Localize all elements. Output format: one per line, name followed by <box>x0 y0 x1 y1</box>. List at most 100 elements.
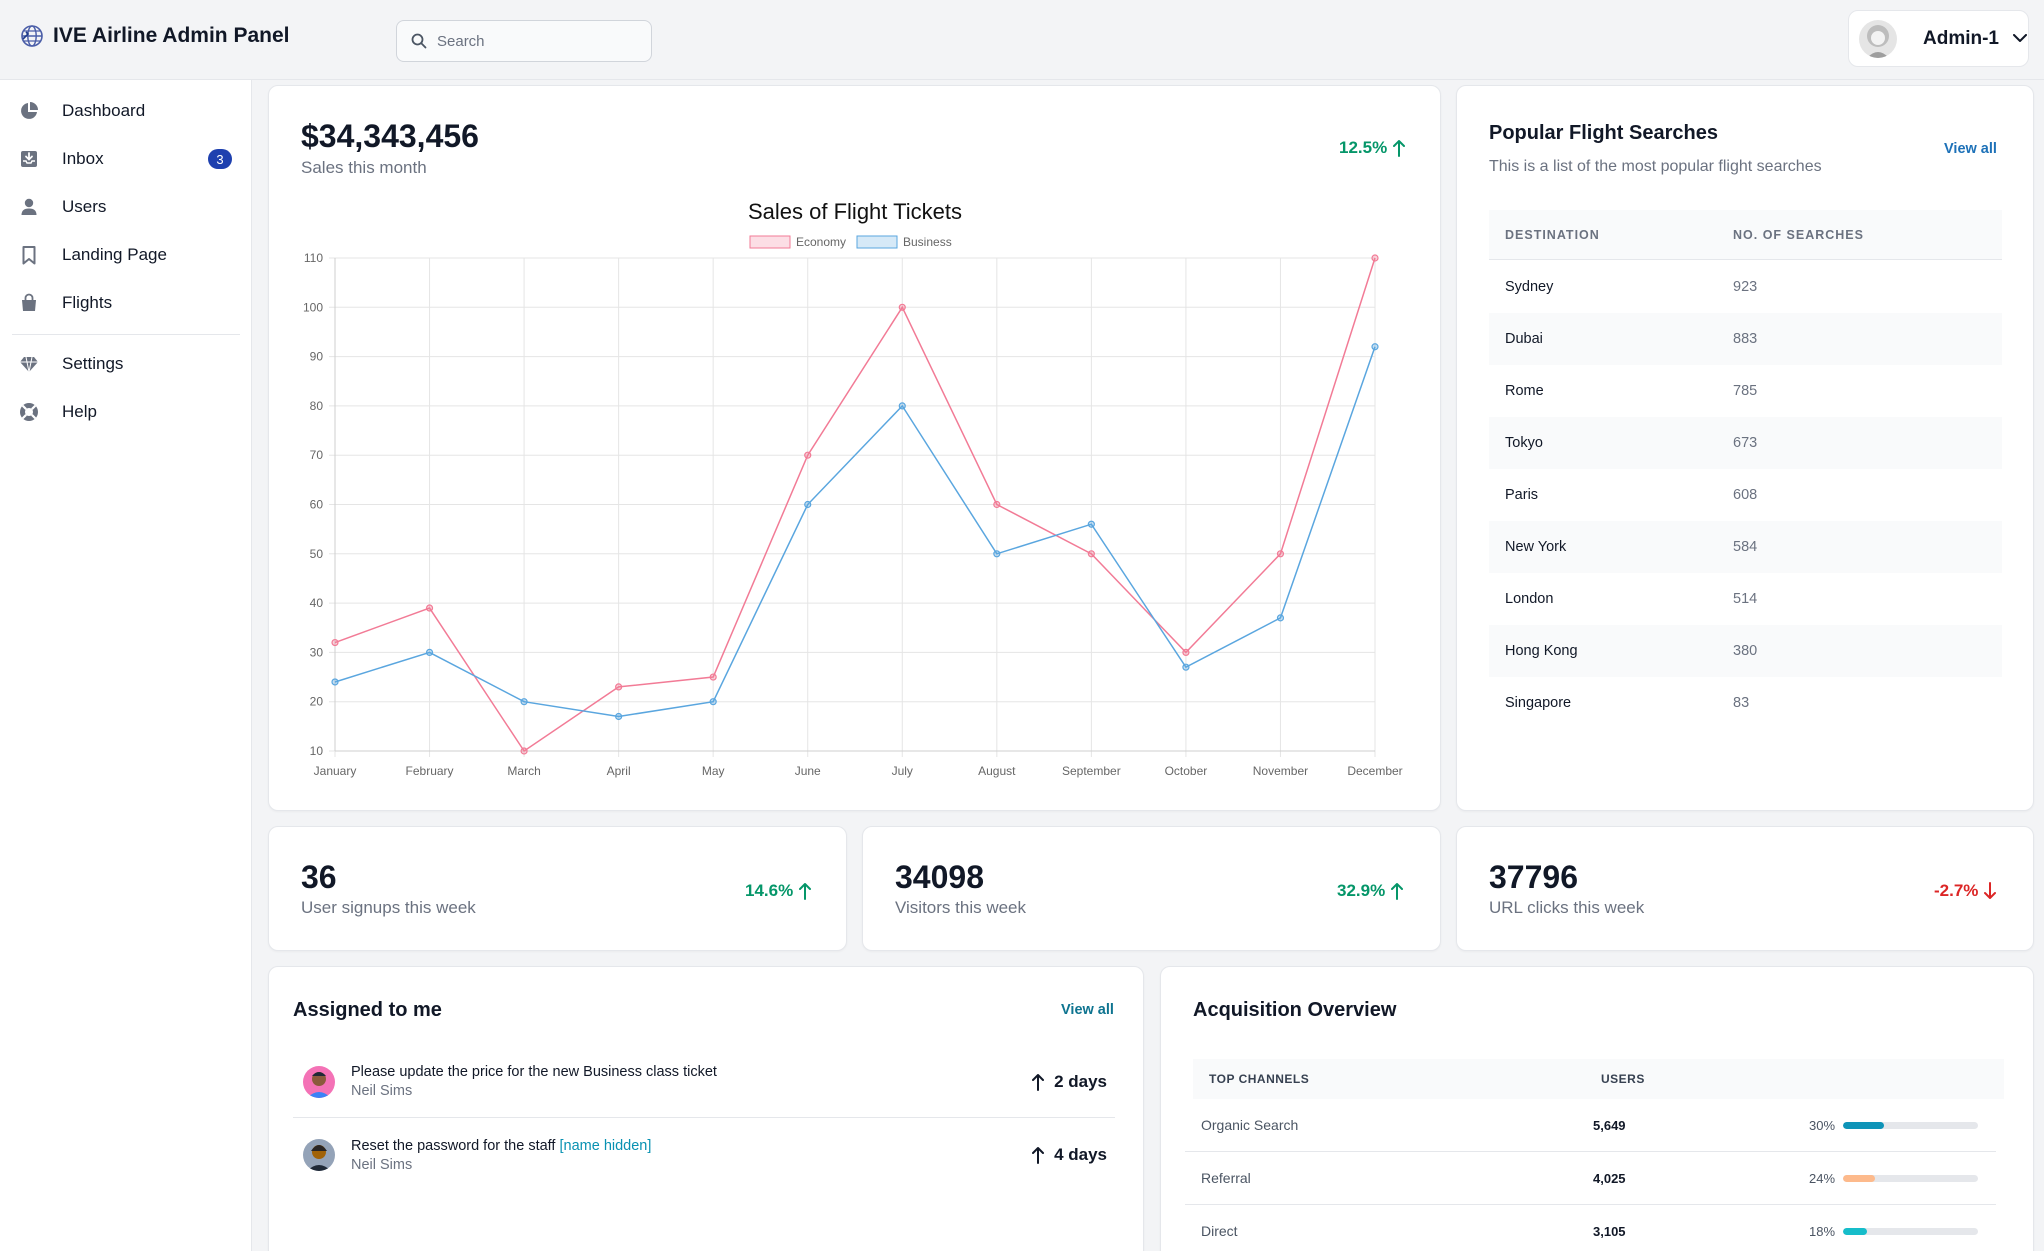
y-tick-label: 70 <box>310 448 324 462</box>
x-tick-label: January <box>314 764 357 778</box>
brand[interactable]: IVE Airline Admin Panel <box>20 24 290 48</box>
x-tick-label: October <box>1165 764 1208 778</box>
users-cell: 4,025 <box>1593 1170 1626 1186</box>
destination-cell: Singapore <box>1505 695 1572 711</box>
inbox-count-badge: 3 <box>208 149 232 169</box>
table-row: New York 584 <box>1489 521 2002 573</box>
search-input[interactable] <box>437 32 627 50</box>
data-point <box>898 402 906 410</box>
searches-cell: 923 <box>1733 279 1758 295</box>
sales-chart-card: $34,343,456 Sales this month 12.5% Sales… <box>268 85 1441 811</box>
x-tick-label: August <box>978 764 1016 778</box>
searches-cell: 380 <box>1733 643 1758 659</box>
data-point <box>615 683 623 691</box>
chart-title: Sales of Flight Tickets <box>748 199 962 224</box>
y-tick-label: 80 <box>310 399 324 413</box>
table-row: Rome 785 <box>1489 365 2002 417</box>
destination-cell: Paris <box>1505 487 1539 503</box>
table-row: Direct 3,105 18% <box>1185 1205 1996 1251</box>
popular-searches-card: Popular Flight Searches This is a list o… <box>1456 85 2034 811</box>
stat-delta: 14.6% <box>745 881 812 901</box>
sidebar-item-landing-page[interactable]: Landing Page <box>8 233 240 277</box>
x-tick-label: November <box>1253 764 1308 778</box>
stat-card-url-clicks: 37796 URL clicks this week -2.7% <box>1456 826 2034 951</box>
series-line-business <box>334 346 1376 718</box>
assigned-title: Assigned to me <box>293 999 442 1021</box>
stat-label: URL clicks this week <box>1489 898 1645 917</box>
data-point <box>1371 343 1379 351</box>
user-name: Admin-1 <box>1923 27 1999 49</box>
sidebar-item-inbox[interactable]: Inbox 3 <box>8 137 240 181</box>
assigned-view-all-link[interactable]: View all <box>1061 1002 1114 1018</box>
sales-value: $34,343,456 <box>301 118 479 154</box>
users-cell: 3,105 <box>1593 1223 1626 1239</box>
task-item[interactable]: Please update the price for the new Busi… <box>293 1046 1115 1118</box>
destination-cell: Dubai <box>1505 331 1543 347</box>
search-box[interactable] <box>396 20 652 62</box>
y-tick-label: 40 <box>310 596 324 610</box>
stat-delta: -2.7% <box>1934 881 1997 901</box>
acquisition-table-header: Top Channels Users <box>1193 1059 2004 1099</box>
sidebar-item-settings[interactable]: Settings <box>8 342 240 386</box>
sidebar-item-flights[interactable]: Flights <box>8 281 240 325</box>
percent-cell: 24% <box>1809 1170 1836 1186</box>
data-point <box>331 678 339 686</box>
user-menu[interactable]: Admin-1 <box>1848 10 2029 67</box>
sidebar-item-help[interactable]: Help <box>8 390 240 434</box>
sidebar-item-dashboard[interactable]: Dashboard <box>8 89 240 133</box>
popular-title: Popular Flight Searches <box>1489 122 1718 144</box>
searches-cell: 883 <box>1733 331 1758 347</box>
table-row: Singapore 83 <box>1489 677 2002 729</box>
sidebar-item-label: Flights <box>62 293 113 312</box>
sales-label: Sales this month <box>301 158 427 177</box>
destination-cell: Tokyo <box>1505 435 1543 451</box>
sidebar-item-label: Dashboard <box>62 101 146 120</box>
progress-bar <box>1843 1121 1978 1129</box>
inbox-icon <box>21 151 37 167</box>
globe-logo-icon <box>21 25 43 47</box>
data-point <box>993 500 1001 509</box>
stat-card-signups: 36 User signups this week 14.6% <box>268 826 847 951</box>
top-navbar: IVE Airline Admin Panel Admin-1 <box>0 0 2044 80</box>
destination-cell: Rome <box>1505 383 1544 399</box>
y-tick-label: 90 <box>310 350 324 364</box>
x-tick-label: July <box>892 764 913 778</box>
progress-bar <box>1843 1174 1978 1182</box>
task-item[interactable]: Reset the password for the staff [name h… <box>293 1119 1115 1191</box>
percent-cell: 30% <box>1809 1117 1836 1133</box>
stat-delta-value: -2.7% <box>1934 881 1979 900</box>
sales-line-chart: Sales of Flight Tickets Economy Business 10… <box>303 199 1403 778</box>
acquisition-card: Acquisition Overview Top Channels Users … <box>1160 966 2034 1251</box>
x-tick-label: February <box>406 764 454 778</box>
x-tick-label: March <box>507 764 540 778</box>
searches-cell: 608 <box>1733 487 1758 503</box>
table-row: London 514 <box>1489 573 2002 625</box>
arrow-down-icon <box>1984 882 1997 899</box>
destination-cell: London <box>1505 591 1554 607</box>
arrow-up-icon <box>1393 140 1406 157</box>
search-icon <box>411 33 427 49</box>
channel-cell: Referral <box>1201 1170 1251 1186</box>
acquisition-title: Acquisition Overview <box>1193 999 1397 1021</box>
legend-label: Economy <box>796 235 846 249</box>
data-point <box>709 698 717 706</box>
arrow-up-icon <box>1391 883 1404 900</box>
stat-value: 36 <box>301 859 337 895</box>
x-tick-label: September <box>1062 764 1121 778</box>
y-tick-label: 60 <box>310 498 324 512</box>
popular-subtitle: This is a list of the most popular fligh… <box>1489 158 1822 175</box>
sidebar-item-label: Landing Page <box>62 245 167 264</box>
user-avatar <box>1859 19 1897 58</box>
task-author: Neil Sims <box>351 1083 413 1099</box>
data-point <box>425 604 434 612</box>
task-title: Please update the price for the new Busi… <box>351 1064 717 1080</box>
task-title-text: Reset the password for the staff <box>351 1137 560 1154</box>
col-users: Users <box>1601 1072 1645 1086</box>
sidebar-item-users[interactable]: Users <box>8 185 240 229</box>
popular-view-all-link[interactable]: View all <box>1944 141 1997 157</box>
table-row: Organic Search 5,649 30% <box>1185 1099 1996 1152</box>
data-point <box>520 698 528 706</box>
sidebar-divider <box>12 334 240 335</box>
table-row: Referral 4,025 24% <box>1185 1152 1996 1205</box>
